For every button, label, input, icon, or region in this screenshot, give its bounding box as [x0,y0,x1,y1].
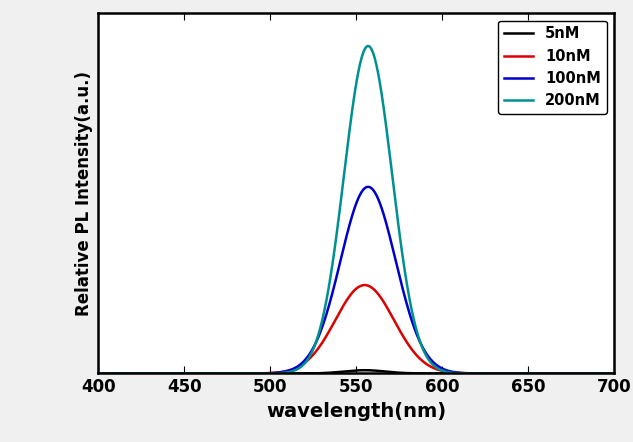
200nM [506,371,514,376]
10nM [303,358,311,364]
5nM [497,371,505,376]
10nM [506,371,514,376]
Y-axis label: Relative PL Intensity(a.u.): Relative PL Intensity(a.u.) [75,71,92,316]
Line: 100nM: 100nM [98,187,614,373]
10nM [147,371,154,376]
5nM [506,371,514,376]
10nM [361,282,368,288]
100nM [322,315,329,320]
100nM [303,355,311,361]
5nM [449,371,456,376]
200nM [94,371,102,376]
Line: 5nM: 5nM [98,370,614,373]
Line: 200nM: 200nM [98,46,614,373]
200nM [322,303,329,309]
100nM [497,371,505,376]
10nM [94,371,102,376]
5nM [322,370,329,376]
5nM [94,371,102,376]
200nM [497,371,505,376]
200nM [303,358,311,363]
100nM [147,371,154,376]
200nM [365,43,372,49]
200nM [147,371,154,376]
10nM [610,371,618,376]
100nM [94,371,102,376]
5nM [303,371,311,376]
Legend: 5nM, 10nM, 100nM, 200nM: 5nM, 10nM, 100nM, 200nM [498,20,606,114]
5nM [361,368,368,373]
100nM [506,371,514,376]
10nM [322,335,329,340]
5nM [147,371,154,376]
Line: 10nM: 10nM [98,285,614,373]
100nM [365,184,372,190]
10nM [449,370,456,375]
200nM [449,370,456,375]
X-axis label: wavelength(nm): wavelength(nm) [266,402,446,421]
100nM [449,369,456,374]
5nM [610,371,618,376]
100nM [610,371,618,376]
10nM [497,371,505,376]
200nM [610,371,618,376]
